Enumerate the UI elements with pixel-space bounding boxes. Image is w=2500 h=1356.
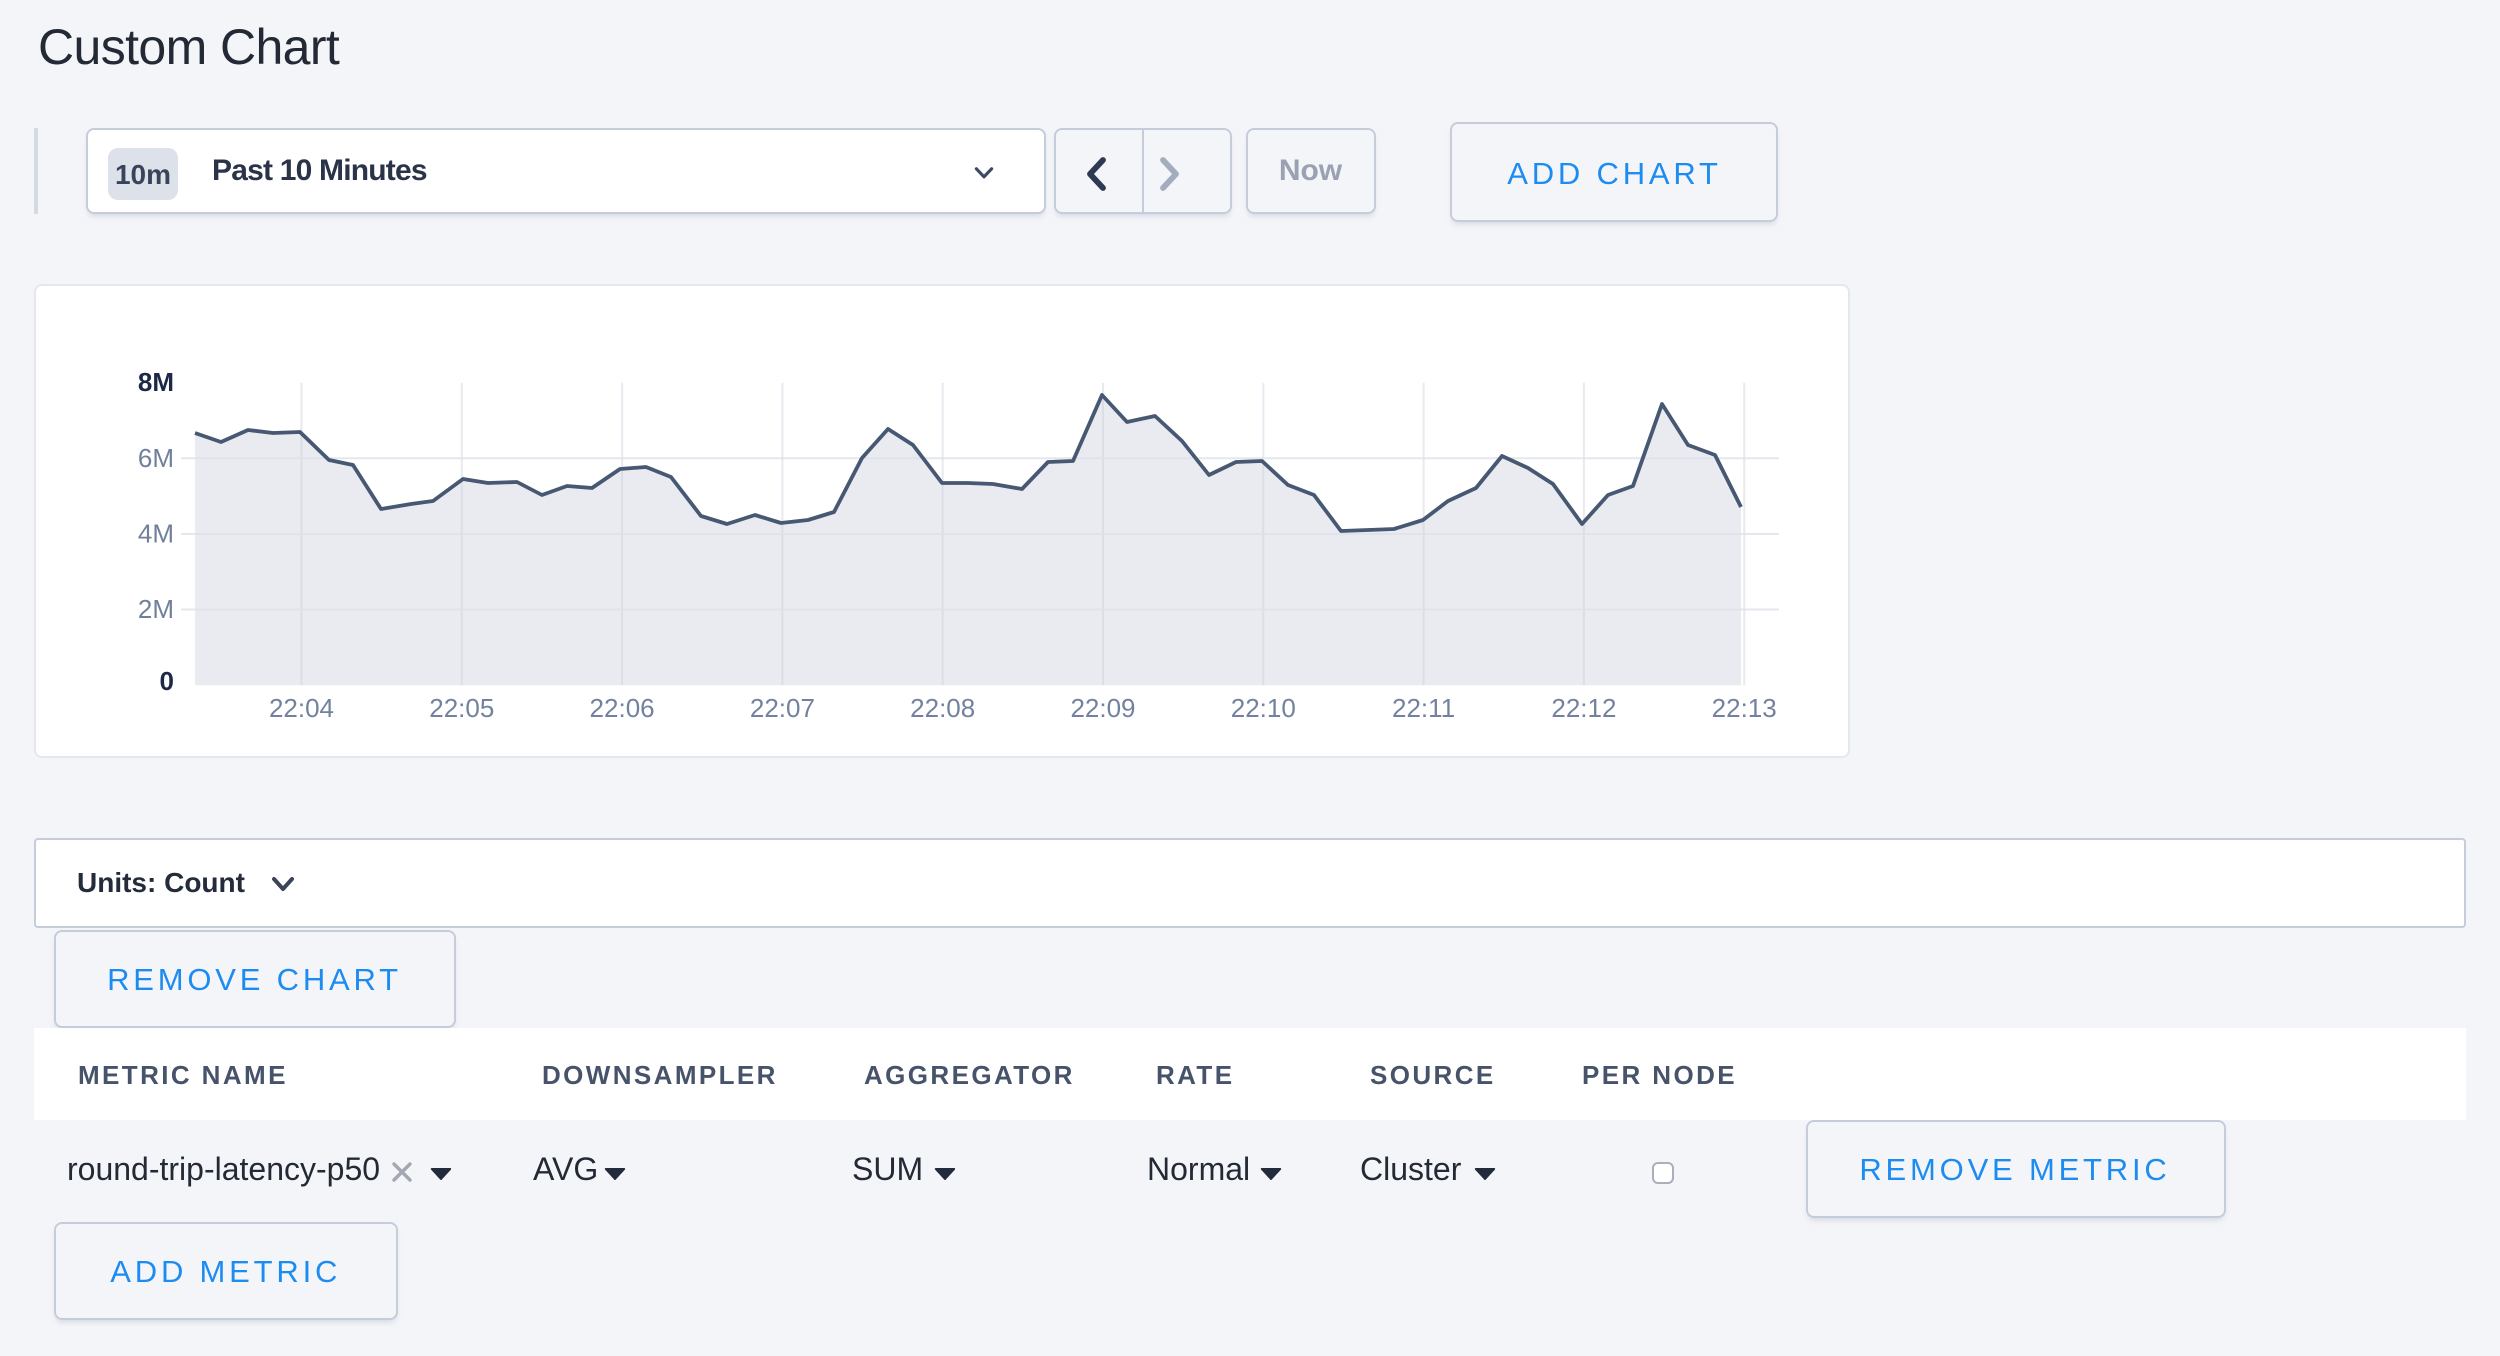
svg-text:0: 0	[160, 665, 174, 695]
svg-text:8M: 8M	[138, 366, 174, 396]
svg-text:22:12: 22:12	[1551, 692, 1616, 722]
svg-text:22:11: 22:11	[1392, 692, 1455, 722]
svg-text:22:10: 22:10	[1231, 692, 1296, 722]
svg-text:22:04: 22:04	[269, 692, 334, 722]
svg-text:22:09: 22:09	[1070, 692, 1135, 722]
svg-text:6M: 6M	[138, 442, 174, 472]
svg-text:22:06: 22:06	[590, 692, 655, 722]
svg-text:4M: 4M	[138, 518, 174, 548]
svg-text:22:07: 22:07	[750, 692, 815, 722]
svg-text:22:08: 22:08	[910, 692, 975, 722]
svg-text:22:05: 22:05	[429, 692, 494, 722]
svg-text:22:13: 22:13	[1712, 692, 1777, 722]
svg-text:2M: 2M	[138, 593, 174, 623]
